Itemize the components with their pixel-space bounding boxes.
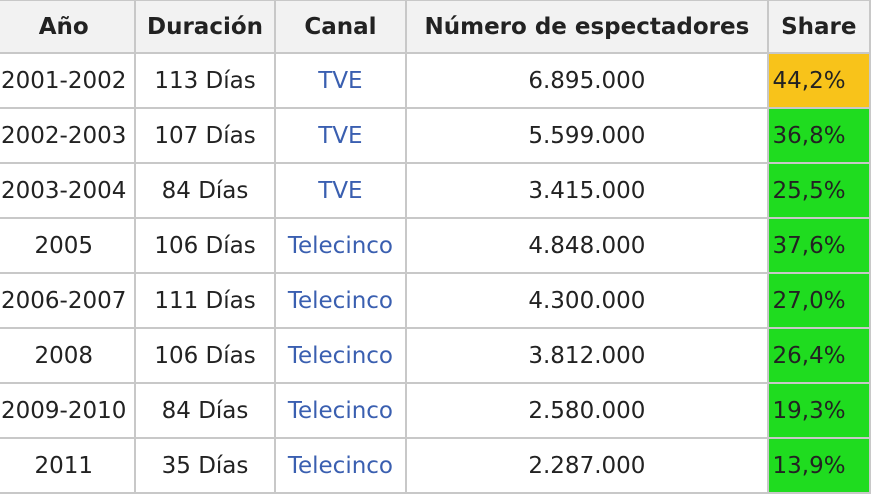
viewers-cell: 2.580.000 [405, 382, 769, 439]
duration-cell: 113 Días [134, 52, 276, 109]
table-body: 2001-2002 113 Días TVE 6.895.000 44,2% 2002-2… [0, 52, 872, 494]
share-cell: 19,3% [766, 382, 872, 439]
table-row: 2005 106 Días Telecinco 4.848.000 37,6% [0, 217, 872, 274]
year-cell: 2008 [0, 327, 137, 384]
year-cell: 2005 [0, 217, 137, 274]
viewers-cell: 2.287.000 [405, 437, 769, 494]
duration-cell: 107 Días [134, 107, 276, 164]
table-row: 2008 106 Días Telecinco 3.812.000 26,4% [0, 327, 872, 384]
table-row: 2009-2010 84 Días Telecinco 2.580.000 19,3% [0, 382, 872, 439]
year-cell: 2006-2007 [0, 272, 137, 329]
column-header: Share [766, 0, 872, 54]
viewers-cell: 5.599.000 [405, 107, 769, 164]
viewers-cell: 3.415.000 [405, 162, 769, 219]
viewers-cell: 3.812.000 [405, 327, 769, 384]
column-header: Duración [134, 0, 276, 54]
year-cell: 2003-2004 [0, 162, 137, 219]
channel-cell[interactable]: TVE [273, 162, 408, 219]
share-cell: 44,2% [766, 52, 872, 109]
share-cell: 37,6% [766, 217, 872, 274]
viewers-cell: 4.300.000 [405, 272, 769, 329]
channel-cell[interactable]: TVE [273, 107, 408, 164]
share-cell: 27,0% [766, 272, 872, 329]
duration-cell: 84 Días [134, 382, 276, 439]
header-row: Año Duración Canal Número de espectadores Sh… [0, 0, 872, 54]
channel-cell[interactable]: Telecinco [273, 272, 408, 329]
channel-cell[interactable]: Telecinco [273, 327, 408, 384]
table-row: 2003-2004 84 Días TVE 3.415.000 25,5% [0, 162, 872, 219]
share-cell: 26,4% [766, 327, 872, 384]
viewers-cell: 4.848.000 [405, 217, 769, 274]
channel-cell[interactable]: Telecinco [273, 217, 408, 274]
viewers-cell: 6.895.000 [405, 52, 769, 109]
duration-cell: 111 Días [134, 272, 276, 329]
duration-cell: 35 Días [134, 437, 276, 494]
year-cell: 2002-2003 [0, 107, 137, 164]
share-cell: 36,8% [766, 107, 872, 164]
table-row: 2006-2007 111 Días Telecinco 4.300.000 27,0% [0, 272, 872, 329]
table-row: 2001-2002 113 Días TVE 6.895.000 44,2% [0, 52, 872, 109]
channel-cell[interactable]: Telecinco [273, 437, 408, 494]
duration-cell: 84 Días [134, 162, 276, 219]
column-header: Año [0, 0, 137, 54]
column-header: Número de espectadores [405, 0, 769, 54]
duration-cell: 106 Días [134, 217, 276, 274]
share-cell: 25,5% [766, 162, 872, 219]
year-cell: 2011 [0, 437, 137, 494]
channel-cell[interactable]: TVE [273, 52, 408, 109]
table-row: 2002-2003 107 Días TVE 5.599.000 36,8% [0, 107, 872, 164]
year-cell: 2001-2002 [0, 52, 137, 109]
channel-cell[interactable]: Telecinco [273, 382, 408, 439]
column-header: Canal [273, 0, 408, 54]
table-row: 2011 35 Días Telecinco 2.287.000 13,9% [0, 437, 872, 494]
year-cell: 2009-2010 [0, 382, 137, 439]
duration-cell: 106 Días [134, 327, 276, 384]
share-cell: 13,9% [766, 437, 872, 494]
